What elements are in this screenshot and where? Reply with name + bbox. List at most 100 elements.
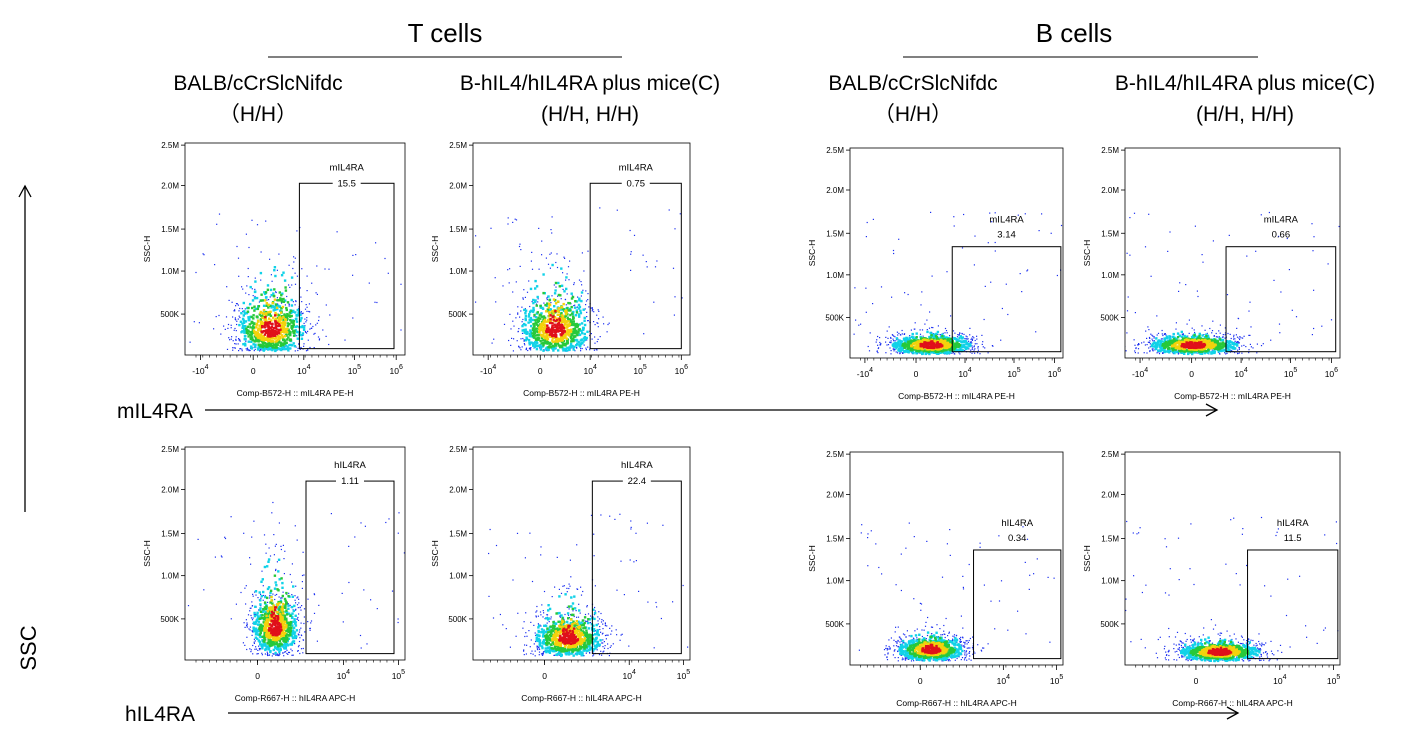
event-dot	[290, 309, 293, 313]
event-dot	[261, 654, 263, 656]
event-dot	[974, 348, 976, 350]
event-dot	[1187, 338, 1190, 342]
event-dot	[300, 346, 302, 349]
event-dot	[215, 316, 217, 318]
event-dot	[310, 622, 312, 624]
event-dot	[273, 635, 276, 639]
event-dot	[579, 311, 583, 315]
event-dot	[674, 296, 676, 298]
event-dot	[898, 332, 900, 334]
event-dot	[229, 339, 231, 341]
event-dot	[279, 611, 282, 614]
event-dot	[303, 608, 306, 610]
event-dot	[508, 339, 510, 342]
event-dot	[283, 323, 287, 327]
event-dot	[274, 308, 277, 311]
event-dot	[551, 324, 554, 328]
event-dot	[566, 293, 568, 295]
event-dot	[866, 221, 868, 224]
event-dot	[1163, 337, 1166, 340]
event-dot	[203, 589, 205, 591]
event-dot	[260, 323, 263, 326]
event-dot	[282, 620, 286, 623]
event-dot	[302, 312, 304, 314]
event-dot	[563, 325, 566, 328]
event-dot	[294, 595, 296, 597]
event-dot	[954, 332, 956, 334]
event-dot	[387, 272, 389, 274]
event-dot	[1160, 338, 1162, 340]
event-dot	[297, 349, 299, 352]
event-dot	[1231, 350, 1233, 352]
event-dot	[281, 345, 285, 348]
event-dot	[292, 301, 294, 303]
event-dot	[274, 274, 277, 278]
event-dot	[591, 338, 593, 340]
event-dot	[283, 614, 287, 617]
event-dot	[292, 609, 295, 613]
event-dot	[241, 286, 243, 288]
event-dot	[524, 314, 528, 318]
event-dot	[264, 653, 266, 655]
event-dot	[541, 326, 544, 329]
event-dot	[1286, 237, 1288, 240]
event-dot	[246, 623, 248, 625]
event-dot	[964, 347, 968, 351]
event-dot	[974, 343, 976, 345]
event-dot	[1196, 339, 1200, 342]
event-dot	[261, 330, 264, 333]
event-dot	[1138, 343, 1140, 345]
event-dot	[1199, 348, 1202, 351]
event-dot	[300, 316, 303, 320]
event-dot	[536, 295, 539, 299]
event-dot	[267, 635, 270, 638]
event-dot	[549, 318, 552, 321]
event-dot	[572, 315, 575, 318]
event-dot	[1214, 346, 1217, 349]
event-dot	[596, 349, 598, 351]
event-dot	[1151, 338, 1153, 340]
event-dot	[906, 344, 909, 348]
event-dot	[558, 285, 561, 288]
event-dot	[568, 279, 570, 281]
event-dot	[567, 309, 570, 312]
event-dot	[560, 321, 563, 324]
event-dot	[277, 613, 280, 616]
event-dot	[273, 653, 275, 655]
event-dot	[296, 275, 298, 277]
event-dot	[283, 638, 287, 641]
event-dot	[270, 639, 273, 642]
event-dot	[243, 325, 247, 328]
event-dot	[546, 297, 548, 299]
event-dot	[260, 299, 263, 302]
event-dot	[296, 330, 299, 334]
event-dot	[279, 653, 281, 655]
event-dot	[527, 338, 531, 342]
event-dot	[313, 612, 316, 614]
event-dot	[329, 314, 331, 316]
event-dot	[1159, 340, 1162, 343]
event-dot	[285, 609, 288, 612]
event-dot	[955, 349, 959, 352]
event-dot	[1211, 341, 1214, 344]
event-dot	[1152, 335, 1154, 337]
event-dot	[295, 608, 297, 610]
event-dot	[278, 522, 280, 524]
event-dot	[249, 349, 251, 352]
event-dot	[251, 601, 253, 603]
event-dot	[560, 345, 563, 349]
event-dot	[268, 547, 270, 549]
event-dot	[562, 342, 565, 345]
gate-name: mIL4RA	[330, 162, 365, 173]
event-dot	[280, 274, 284, 277]
event-dot	[555, 324, 558, 327]
event-dot	[282, 606, 286, 609]
event-dot	[942, 349, 946, 352]
event-dot	[1056, 274, 1058, 277]
event-dot	[931, 351, 935, 354]
event-dot	[1161, 346, 1164, 349]
event-dot	[1180, 330, 1183, 334]
event-dot	[260, 251, 262, 253]
event-dot	[267, 328, 271, 331]
event-dot	[555, 318, 559, 322]
